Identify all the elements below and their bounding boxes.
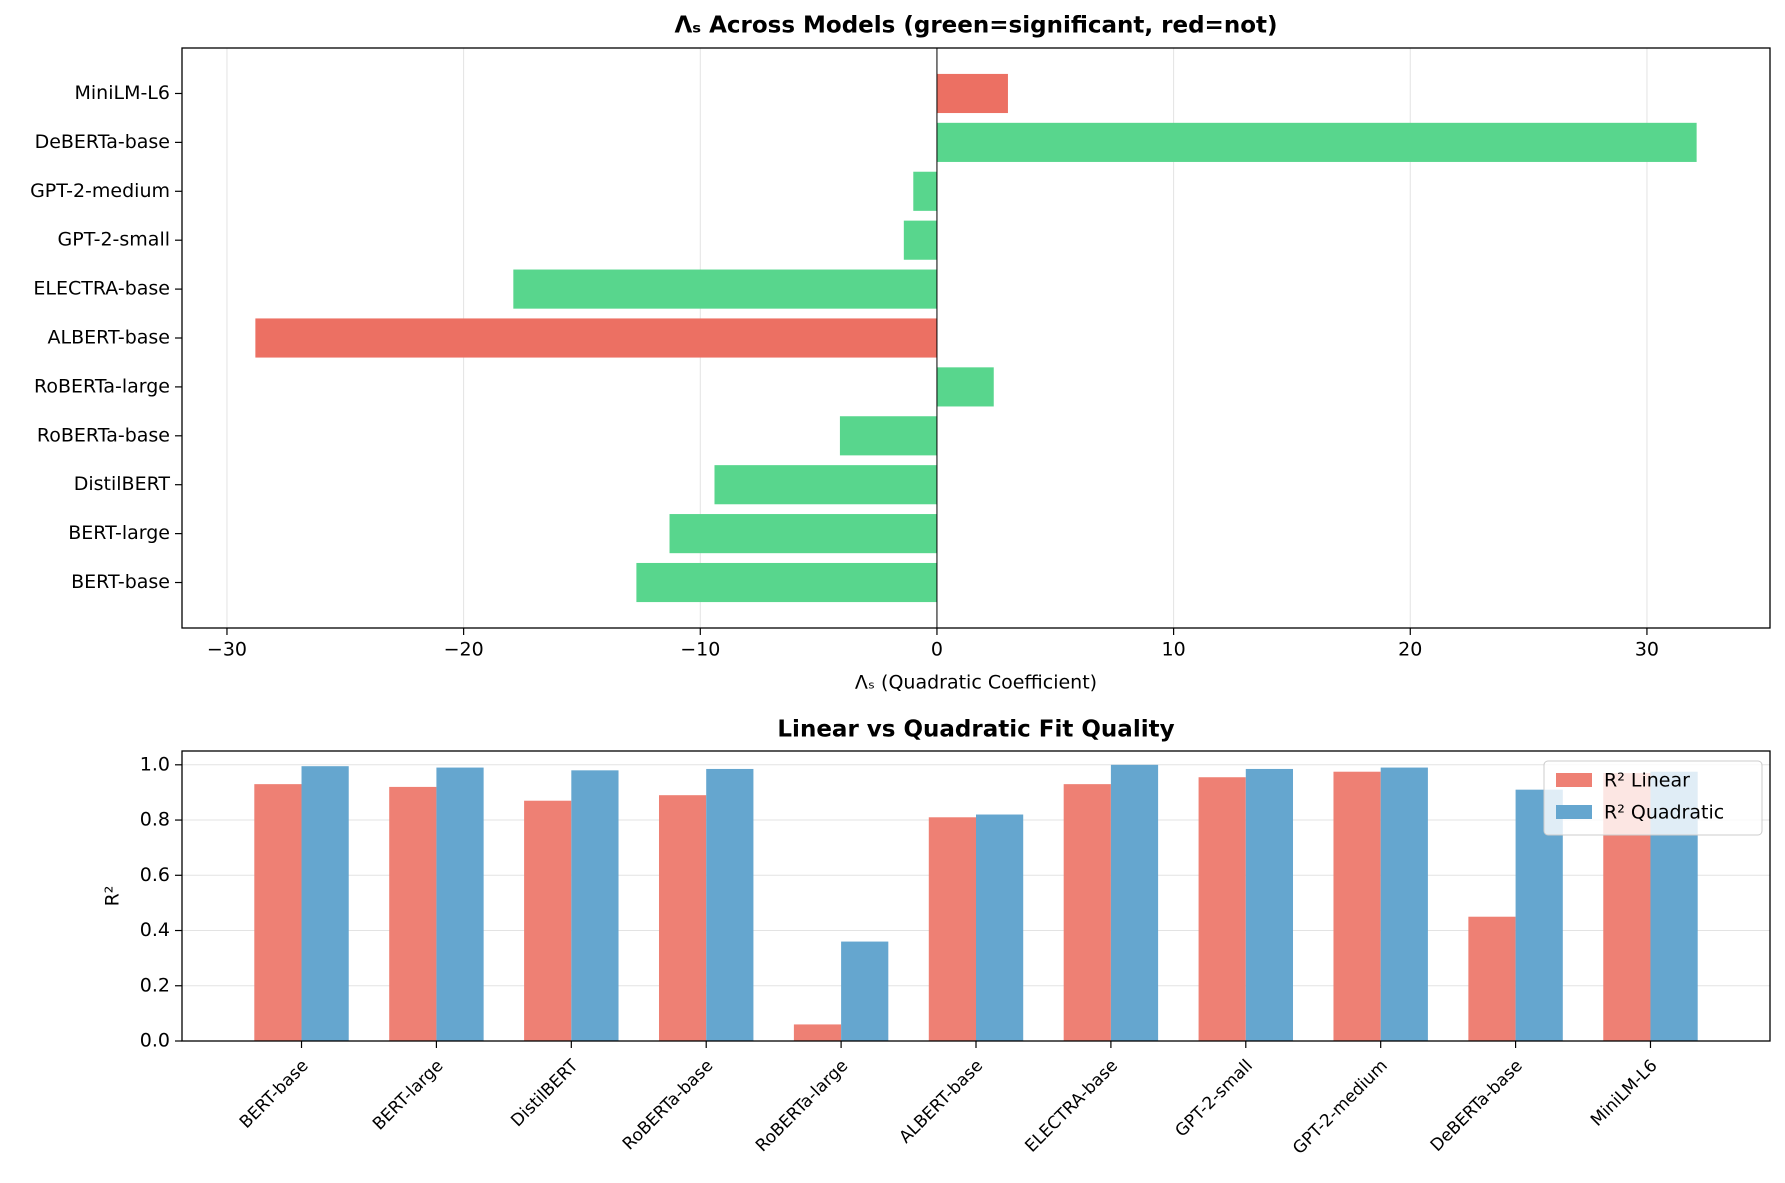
y-tick-label: BERT-large — [68, 522, 170, 544]
x-tick-label: BERT-base — [236, 1056, 313, 1133]
y-tick-label: RoBERTa-large — [34, 375, 170, 397]
bar — [839, 416, 937, 456]
bar — [1333, 771, 1381, 1041]
plot-frame — [181, 750, 1771, 1042]
legend-label: R² Quadratic — [1604, 802, 1724, 824]
chart-title: Linear vs Quadratic Fit Quality — [777, 717, 1174, 743]
bar — [524, 800, 572, 1041]
x-tick-label: GPT-2-medium — [1289, 1056, 1392, 1159]
bar — [714, 465, 937, 505]
legend-box — [1543, 760, 1763, 836]
y-tick-label: ALBERT-base — [48, 327, 170, 349]
plot-frame — [181, 47, 1771, 629]
x-tick-label: 10 — [1162, 639, 1186, 661]
y-tick-label: GPT-2-medium — [30, 180, 170, 202]
bar — [936, 73, 1008, 114]
bar — [913, 171, 937, 211]
y-tick-label: ELECTRA-base — [33, 278, 170, 300]
legend-swatch — [1556, 805, 1592, 819]
y-tick-label: 1.0 — [140, 753, 170, 775]
bar — [841, 941, 889, 1041]
bar — [636, 562, 937, 603]
bar — [513, 269, 937, 309]
bar — [936, 122, 1697, 162]
x-tick-label: BERT-large — [369, 1056, 448, 1135]
bar — [928, 817, 976, 1041]
legend-label: R² Linear — [1604, 770, 1690, 792]
bar — [436, 767, 484, 1041]
bar — [301, 766, 349, 1041]
bar — [571, 770, 619, 1041]
x-tick-label: −30 — [207, 639, 247, 661]
x-axis-label: Λₛ (Quadratic Coefficient) — [855, 672, 1097, 694]
x-tick-label: DistilBERT — [507, 1056, 582, 1131]
chart-title: Λₛ Across Models (green=significant, red… — [675, 13, 1278, 39]
bar — [254, 784, 302, 1041]
bar — [1110, 764, 1159, 1041]
legend-swatch — [1556, 773, 1592, 787]
bar — [903, 220, 937, 260]
x-tick-label: 20 — [1398, 639, 1422, 661]
bar — [936, 367, 994, 407]
bar — [1245, 768, 1294, 1041]
x-tick-label: RoBERTa-large — [752, 1056, 852, 1156]
bar — [669, 514, 937, 554]
y-tick-label: RoBERTa-base — [37, 424, 170, 446]
x-tick-label: 30 — [1635, 639, 1659, 661]
y-axis-label: R² — [102, 886, 124, 907]
x-tick-label: GPT-2-small — [1172, 1056, 1257, 1141]
bar — [658, 795, 707, 1041]
bar — [389, 786, 437, 1041]
bar — [1198, 777, 1246, 1041]
y-tick-label: 0.6 — [140, 864, 170, 886]
y-tick-label: 0.2 — [140, 974, 170, 996]
bar — [706, 768, 754, 1041]
bar — [1063, 784, 1111, 1041]
bar — [976, 814, 1024, 1041]
x-tick-label: DeBERTa-base — [1427, 1056, 1527, 1156]
y-tick-label: MiniLM-L6 — [74, 82, 170, 104]
x-tick-label: RoBERTa-base — [619, 1056, 717, 1154]
x-tick-label: −20 — [444, 639, 484, 661]
bar — [255, 318, 937, 358]
x-tick-label: ELECTRA-base — [1021, 1056, 1122, 1157]
x-tick-label: 0 — [931, 639, 943, 661]
y-tick-label: DeBERTa-base — [35, 131, 170, 153]
y-tick-label: 0.0 — [140, 1030, 170, 1052]
y-tick-label: BERT-base — [71, 571, 170, 593]
bar — [1468, 916, 1516, 1041]
bar — [793, 1024, 842, 1041]
x-tick-label: ALBERT-base — [895, 1056, 987, 1148]
y-tick-label: DistilBERT — [74, 473, 171, 495]
x-tick-label: MiniLM-L6 — [1587, 1056, 1662, 1131]
x-tick-label: −10 — [680, 639, 720, 661]
y-tick-label: 0.8 — [140, 809, 170, 831]
y-tick-label: 0.4 — [140, 919, 170, 941]
bar — [1380, 767, 1428, 1041]
y-tick-label: GPT-2-small — [58, 229, 170, 251]
